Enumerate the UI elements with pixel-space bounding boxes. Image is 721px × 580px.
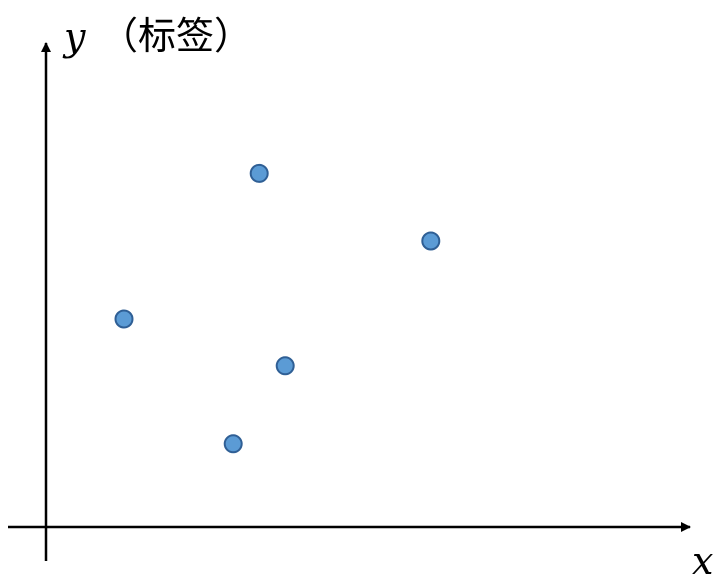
data-point-3 — [249, 163, 269, 183]
data-point-5 — [421, 231, 441, 251]
data-point-1 — [114, 309, 134, 329]
y-axis-label-note: （标签） — [100, 14, 252, 58]
data-points — [114, 163, 441, 454]
y-axis-label: y — [62, 15, 86, 59]
x-axis-label: x — [692, 539, 713, 580]
data-point-4 — [275, 356, 295, 376]
data-point-2 — [223, 434, 243, 454]
